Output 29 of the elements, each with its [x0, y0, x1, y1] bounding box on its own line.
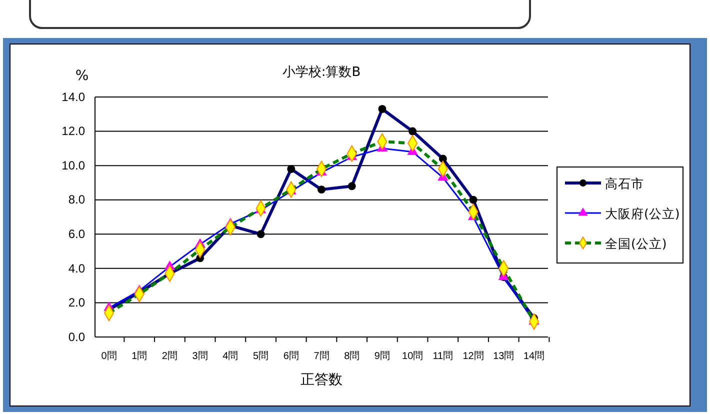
x-tick-label: 13問 [493, 351, 514, 362]
legend-label: 大阪府(公立) [605, 206, 680, 221]
y-tick-label: 10.0 [62, 158, 86, 172]
x-tick-label: 3問 [192, 351, 208, 362]
x-tick-label: 12問 [462, 351, 484, 362]
x-axis-title: 正答数 [300, 372, 342, 388]
y-tick-label: 8.0 [68, 192, 86, 207]
x-tick-label: 9問 [374, 351, 390, 362]
y-tick-label: 0.0 [68, 330, 86, 344]
x-tick-label: 14問 [523, 351, 545, 362]
x-tick-label: 5問 [253, 351, 269, 362]
x-tick-label: 6問 [283, 351, 299, 362]
x-tick-label: 0問 [101, 351, 117, 362]
legend-label: 高石市 [605, 176, 644, 191]
y-tick-label: 4.0 [68, 261, 86, 276]
x-tick-label: 8問 [344, 351, 360, 362]
x-tick-label: 10問 [402, 351, 424, 362]
chart-title: 小学校:算数B [282, 65, 361, 80]
x-tick-label: 7問 [314, 351, 330, 362]
x-tick-label: 11問 [432, 351, 454, 362]
x-tick-label: 4問 [222, 351, 238, 362]
legend-label: 全国(公立) [605, 236, 667, 251]
x-tick-label: 1問 [132, 351, 148, 362]
x-tick-label: 2問 [162, 351, 178, 362]
y-axis-title: % [75, 68, 89, 84]
y-tick-label: 6.0 [68, 226, 86, 241]
y-tick-label: 14.0 [62, 90, 86, 104]
y-tick-label: 2.0 [68, 296, 86, 310]
y-tick-label: 12.0 [62, 124, 86, 138]
